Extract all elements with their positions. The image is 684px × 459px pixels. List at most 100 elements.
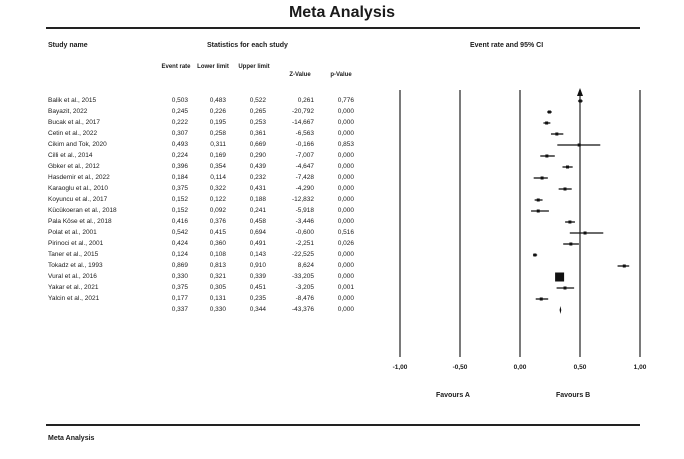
study-upper-cell: 0,253 [249,119,266,126]
study-z-cell: -0,166 [295,141,314,148]
study-lower-cell: 0,122 [209,196,226,203]
study-rate-cell: 0,152 [171,196,188,203]
point-estimate [539,297,543,301]
study-upper-cell: 0,241 [249,207,266,214]
point-estimate [545,121,549,125]
arrow-marker [577,88,583,96]
weighted-point-estimate [555,272,565,282]
study-p-cell: 0,000 [337,207,354,214]
study-upper-cell: 0,188 [249,196,266,203]
study-lower-cell: 0,305 [209,284,226,291]
study-rate-cell: 0,330 [171,273,188,280]
study-rate-cell: 0,222 [171,119,188,126]
summary-rate-cell: 0,337 [171,306,188,313]
point-estimate [563,187,567,191]
study-name: Yakar et al., 2021 [48,284,99,291]
point-estimate [566,165,570,169]
study-rate-cell: 0,124 [171,251,188,258]
study-rate-cell: 0,224 [171,152,188,159]
study-upper-cell: 0,290 [249,152,266,159]
study-lower-cell: 0,415 [209,229,226,236]
study-p-cell: 0,000 [337,295,354,302]
study-rate-cell: 0,869 [171,262,188,269]
study-name: Cikim and Tok, 2020 [48,141,107,148]
study-upper-cell: 0,431 [249,185,266,192]
study-upper-cell: 0,143 [249,251,266,258]
study-upper-cell: 0,265 [249,108,266,115]
point-estimate [622,264,626,268]
point-estimate [563,286,567,290]
study-name: Cilli et al., 2014 [48,152,93,159]
study-p-cell: 0,516 [337,229,354,236]
study-z-cell: -3,446 [295,218,314,225]
study-name: Balik et al., 2015 [48,97,97,104]
study-rate-cell: 0,152 [171,207,188,214]
header-upper-limit: Upper limit [238,64,270,70]
study-z-cell: -3,205 [295,284,314,291]
point-estimate [536,198,540,202]
study-lower-cell: 0,226 [209,108,226,115]
study-lower-cell: 0,311 [210,141,226,148]
study-lower-cell: 0,108 [209,251,226,258]
study-z-cell: -7,007 [295,152,314,159]
study-upper-cell: 0,694 [249,229,266,236]
study-rate-cell: 0,503 [171,97,188,104]
study-name: Pirinoci et al., 2001 [48,240,104,247]
study-lower-cell: 0,131 [209,295,226,302]
study-lower-cell: 0,195 [209,119,226,126]
study-name: Gbker et al., 2012 [48,163,100,170]
study-z-cell: 0,261 [297,97,314,104]
point-estimate [569,242,573,246]
study-name: Kücükoeran et al., 2018 [48,207,117,214]
summary-diamond [559,306,562,314]
study-upper-cell: 0,522 [249,97,266,104]
study-lower-cell: 0,354 [209,163,226,170]
study-name: Yalcin et al., 2021 [48,295,100,302]
header-z-value: Z-Value [289,72,311,78]
study-p-cell: 0,853 [337,141,354,148]
header-study-name: Study name [48,42,88,49]
study-z-cell: -33,205 [291,273,314,280]
point-estimate [578,99,582,103]
forest-plot: -1,00 -0,50 0,00 0,50 1,00 [393,88,647,371]
header-event-rate: Event rate [161,64,191,70]
point-estimate [540,176,544,180]
study-name: Bucak et al., 2017 [48,119,101,126]
study-p-cell: 0,000 [337,152,354,159]
study-rate-cell: 0,396 [171,163,188,170]
study-lower-cell: 0,092 [209,207,226,214]
point-estimate [533,253,537,257]
study-z-cell: -12,832 [291,196,314,203]
summary-upper-cell: 0,344 [249,306,266,313]
top-rule [46,27,640,29]
study-z-cell: -4,647 [295,163,314,170]
study-name: Tokadz et al., 1993 [48,262,103,269]
study-name: Bayazit, 2022 [48,108,88,115]
study-p-cell: 0,000 [337,185,354,192]
study-rate-cell: 0,493 [171,141,188,148]
x-tick-label: 0,00 [514,364,527,371]
study-upper-cell: 0,361 [249,130,266,137]
study-name: Cetin et al., 2022 [48,130,98,137]
favours-a-label: Favours A [436,392,470,399]
study-rate-cell: 0,307 [171,130,188,137]
study-rate-cell: 0,375 [171,284,188,291]
summary-lower-cell: 0,330 [209,306,226,313]
header-statistics: Statistics for each study [207,42,288,49]
study-lower-cell: 0,321 [209,273,226,280]
study-z-cell: -8,476 [295,295,314,302]
x-tick-label: -1,00 [393,364,408,371]
header-event-rate-ci: Event rate and 95% CI [470,42,544,49]
study-name: Pala Köse et al., 2018 [48,218,112,225]
point-estimate [545,154,549,158]
point-estimate [583,231,587,235]
study-z-cell: -20,792 [291,108,314,115]
point-estimate [555,132,559,136]
x-tick-label: 0,50 [574,364,587,371]
study-upper-cell: 0,232 [249,174,266,181]
study-p-cell: 0,000 [337,251,354,258]
study-p-cell: 0,776 [337,97,354,104]
study-z-cell: -5,918 [295,207,314,214]
study-upper-cell: 0,451 [249,284,266,291]
